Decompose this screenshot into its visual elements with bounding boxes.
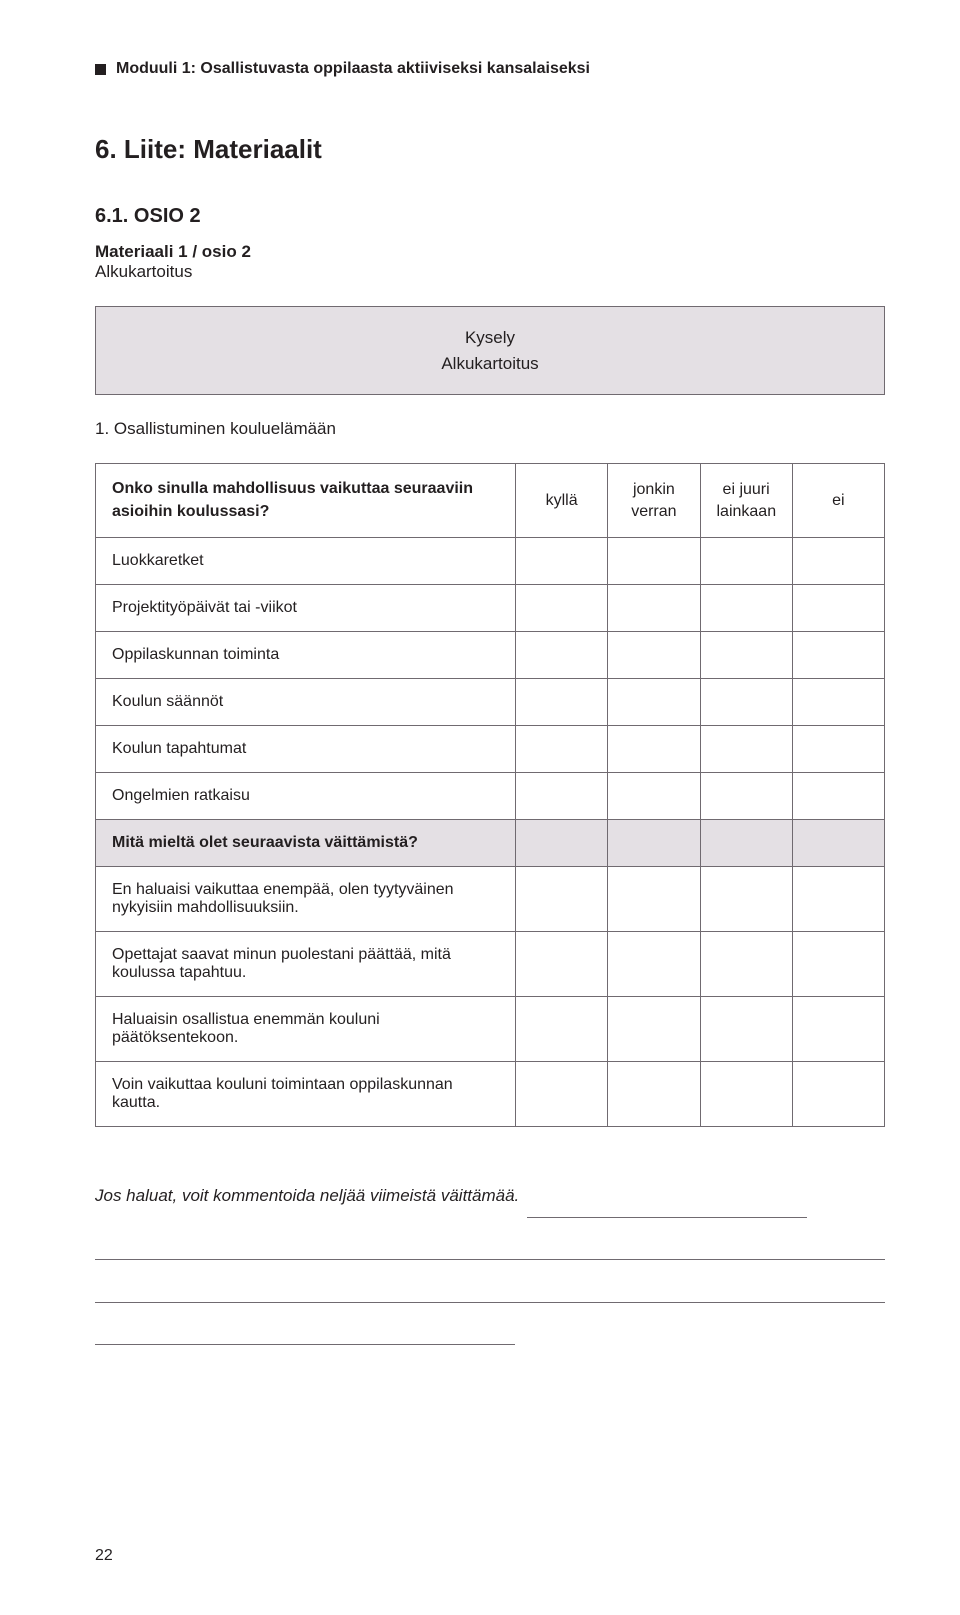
answer-cell[interactable]: [700, 726, 792, 773]
answer-cell[interactable]: [700, 679, 792, 726]
row-label: Haluaisin osallistua enemmän kouluni pää…: [96, 997, 516, 1062]
table-row: Oppilaskunnan toiminta: [96, 632, 885, 679]
answer-cell[interactable]: [608, 932, 700, 997]
square-bullet-icon: [95, 64, 106, 75]
answer-cell[interactable]: [700, 632, 792, 679]
answer-cell[interactable]: [608, 726, 700, 773]
comment-underline[interactable]: [95, 1326, 515, 1345]
answer-cell[interactable]: [700, 773, 792, 820]
table-row: Opettajat saavat minun puolestani päättä…: [96, 932, 885, 997]
heading-attachments: 6. Liite: Materiaalit: [95, 134, 885, 165]
answer-cell[interactable]: [516, 538, 608, 585]
row-label: En haluaisi vaikuttaa enempää, olen tyyt…: [96, 867, 516, 932]
answer-cell[interactable]: [516, 726, 608, 773]
answer-cell[interactable]: [792, 820, 884, 867]
heading-section: 6.1. OSIO 2: [95, 205, 885, 228]
answer-cell[interactable]: [608, 1062, 700, 1127]
answer-cell[interactable]: [608, 997, 700, 1062]
answer-cell[interactable]: [792, 997, 884, 1062]
answer-cell[interactable]: [792, 867, 884, 932]
answer-cell[interactable]: [700, 820, 792, 867]
answer-cell[interactable]: [608, 679, 700, 726]
row-label: Koulun säännöt: [96, 679, 516, 726]
answer-cell[interactable]: [608, 585, 700, 632]
answer-cell[interactable]: [516, 932, 608, 997]
answer-cell[interactable]: [792, 679, 884, 726]
table-row: Haluaisin osallistua enemmän kouluni pää…: [96, 997, 885, 1062]
answer-cell[interactable]: [516, 820, 608, 867]
section-title: 1. Osallistuminen kouluelämään: [95, 419, 885, 439]
answer-cell[interactable]: [792, 726, 884, 773]
comment-label: Jos haluat, voit kommentoida neljää viim…: [95, 1186, 519, 1205]
page-number: 22: [95, 1547, 113, 1565]
answer-cell[interactable]: [608, 867, 700, 932]
answer-cell[interactable]: [516, 773, 608, 820]
answer-cell[interactable]: [700, 867, 792, 932]
comment-block: Jos haluat, voit kommentoida neljää viim…: [95, 1175, 885, 1345]
question-header: Onko sinulla mahdollisuus vaikuttaa seur…: [96, 464, 516, 538]
table-row: Luokkaretket: [96, 538, 885, 585]
option-header: ei: [792, 464, 884, 538]
row-label: Koulun tapahtumat: [96, 726, 516, 773]
option-header: ei juuri lainkaan: [700, 464, 792, 538]
answer-cell[interactable]: [516, 632, 608, 679]
option-header: jonkin verran: [608, 464, 700, 538]
answer-cell[interactable]: [792, 632, 884, 679]
table-row: Mitä mieltä olet seuraavista väittämistä…: [96, 820, 885, 867]
answer-cell[interactable]: [516, 1062, 608, 1127]
option-header: kyllä: [516, 464, 608, 538]
table-row: En haluaisi vaikuttaa enempää, olen tyyt…: [96, 867, 885, 932]
titlebox-line2: Alkukartoitus: [96, 351, 884, 377]
answer-cell[interactable]: [700, 538, 792, 585]
survey-table: Onko sinulla mahdollisuus vaikuttaa seur…: [95, 463, 885, 1127]
answer-cell[interactable]: [516, 867, 608, 932]
answer-cell[interactable]: [516, 679, 608, 726]
table-row: Projektityöpäivät tai -viikot: [96, 585, 885, 632]
row-label: Oppilaskunnan toiminta: [96, 632, 516, 679]
row-label: Ongelmien ratkaisu: [96, 773, 516, 820]
row-label: Luokkaretket: [96, 538, 516, 585]
table-row: Koulun tapahtumat: [96, 726, 885, 773]
answer-cell[interactable]: [700, 585, 792, 632]
comment-underline[interactable]: [95, 1241, 885, 1260]
survey-title-box: Kysely Alkukartoitus: [95, 306, 885, 395]
answer-cell[interactable]: [792, 773, 884, 820]
answer-cell[interactable]: [516, 997, 608, 1062]
row-label: Opettajat saavat minun puolestani päättä…: [96, 932, 516, 997]
row-label: Voin vaikuttaa kouluni toimintaan oppila…: [96, 1062, 516, 1127]
heading-material: Materiaali 1 / osio 2: [95, 242, 885, 262]
answer-cell[interactable]: [608, 538, 700, 585]
table-row: Voin vaikuttaa kouluni toimintaan oppila…: [96, 1062, 885, 1127]
answer-cell[interactable]: [700, 1062, 792, 1127]
answer-cell[interactable]: [516, 585, 608, 632]
table-row: Ongelmien ratkaisu: [96, 773, 885, 820]
answer-cell[interactable]: [608, 773, 700, 820]
table-header-row: Onko sinulla mahdollisuus vaikuttaa seur…: [96, 464, 885, 538]
answer-cell[interactable]: [792, 585, 884, 632]
answer-cell[interactable]: [792, 932, 884, 997]
answer-cell[interactable]: [608, 820, 700, 867]
table-row: Koulun säännöt: [96, 679, 885, 726]
heading-subtext: Alkukartoitus: [95, 262, 885, 282]
module-title: Moduuli 1: Osallistuvasta oppilaasta akt…: [116, 60, 590, 78]
answer-cell[interactable]: [608, 632, 700, 679]
comment-underline[interactable]: [527, 1199, 807, 1218]
answer-cell[interactable]: [792, 1062, 884, 1127]
module-header: Moduuli 1: Osallistuvasta oppilaasta akt…: [95, 60, 885, 78]
answer-cell[interactable]: [700, 997, 792, 1062]
titlebox-line1: Kysely: [96, 325, 884, 351]
row-label: Mitä mieltä olet seuraavista väittämistä…: [96, 820, 516, 867]
row-label: Projektityöpäivät tai -viikot: [96, 585, 516, 632]
answer-cell[interactable]: [792, 538, 884, 585]
comment-underline[interactable]: [95, 1284, 885, 1303]
answer-cell[interactable]: [700, 932, 792, 997]
